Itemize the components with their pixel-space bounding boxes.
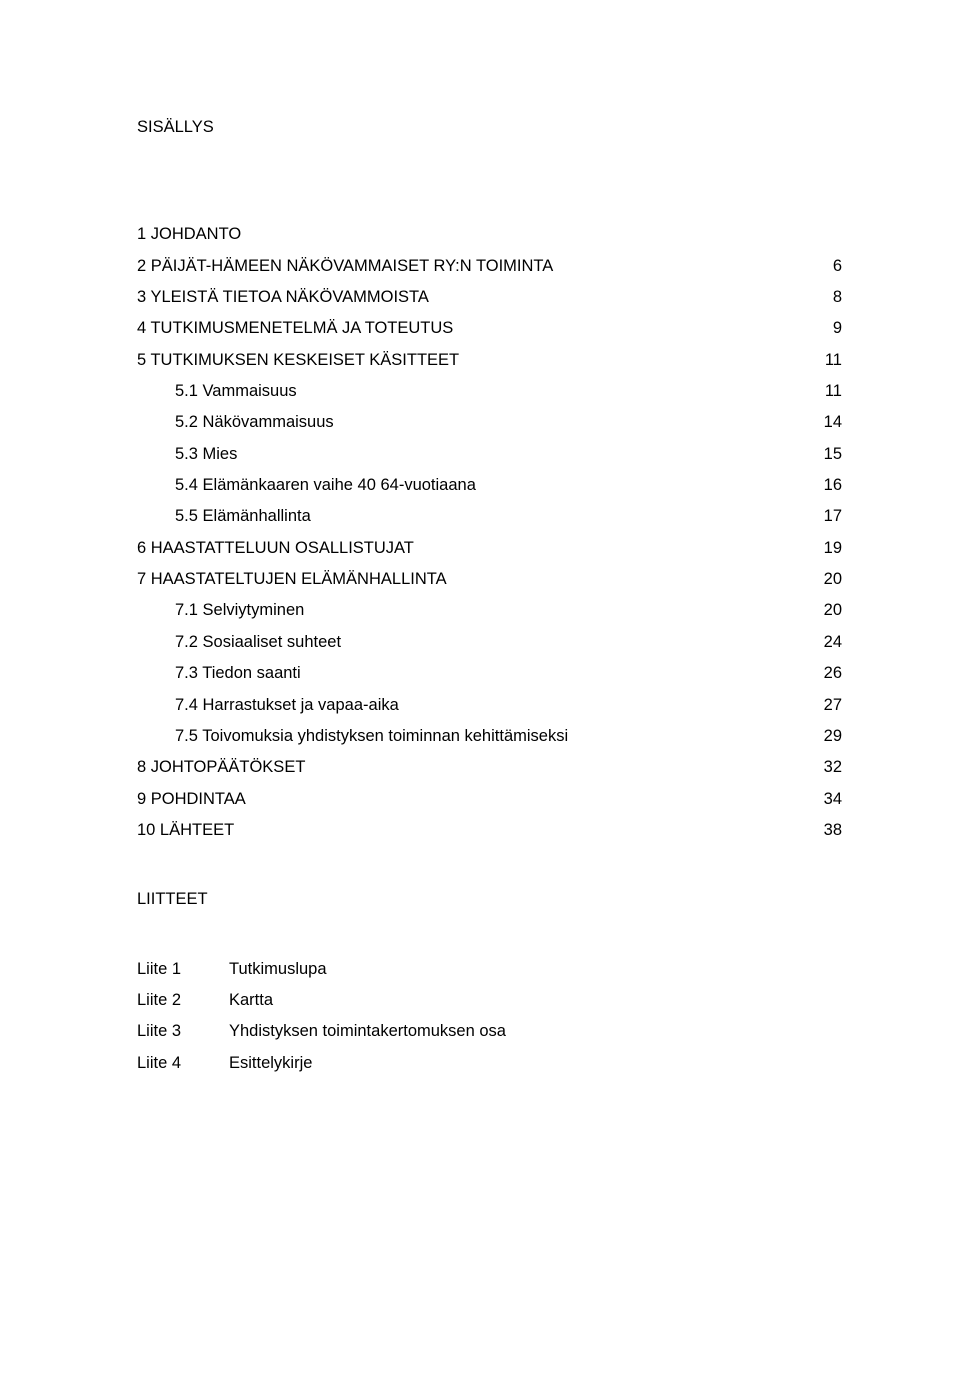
toc-entry-page: 6 — [802, 251, 842, 282]
toc-entry: 7.3 Tiedon saanti26 — [137, 658, 842, 689]
toc-entry-label: 7 HAASTATELTUJEN ELÄMÄNHALLINTA — [137, 564, 802, 595]
toc-entry: 5 TUTKIMUKSEN KESKEISET KÄSITTEET11 — [137, 345, 842, 376]
toc-entry-label: 8 JOHTOPÄÄTÖKSET — [137, 752, 802, 783]
attachment-entry: Liite 1Tutkimuslupa — [137, 954, 842, 985]
toc-entry: 5.3 Mies15 — [137, 439, 842, 470]
attachment-value: Yhdistyksen toimintakertomuksen osa — [229, 1016, 842, 1047]
toc-entry-label: 5.4 Elämänkaaren vaihe 40 64-vuotiaana — [137, 470, 802, 501]
toc-entry: 7.2 Sosiaaliset suhteet24 — [137, 627, 842, 658]
toc-entry-label: 7.3 Tiedon saanti — [137, 658, 802, 689]
toc-entry-label: 1 JOHDANTO — [137, 219, 802, 250]
attachment-entry: Liite 3Yhdistyksen toimintakertomuksen o… — [137, 1016, 842, 1047]
toc-entry-page: 29 — [802, 721, 842, 752]
toc-entry: 9 POHDINTAA34 — [137, 784, 842, 815]
toc-entry-label: 4 TUTKIMUSMENETELMÄ JA TOTEUTUS — [137, 313, 802, 344]
toc-entry-page: 11 — [802, 345, 842, 376]
toc-heading: SISÄLLYS — [137, 112, 842, 143]
attachment-value: Kartta — [229, 985, 842, 1016]
attachments-heading: LIITTEET — [137, 884, 842, 915]
toc-entry: 7.5 Toivomuksia yhdistyksen toiminnan ke… — [137, 721, 842, 752]
attachment-key: Liite 2 — [137, 985, 229, 1016]
toc-entry: 10 LÄHTEET38 — [137, 815, 842, 846]
toc-entry-label: 7.2 Sosiaaliset suhteet — [137, 627, 802, 658]
toc-entry-label: 5.5 Elämänhallinta — [137, 501, 802, 532]
attachment-key: Liite 3 — [137, 1016, 229, 1047]
toc-entry: 5.4 Elämänkaaren vaihe 40 64-vuotiaana16 — [137, 470, 842, 501]
attachment-key: Liite 4 — [137, 1048, 229, 1079]
toc-entry-page: 19 — [802, 533, 842, 564]
toc-entry-page: 15 — [802, 439, 842, 470]
toc-entry-label: 5.3 Mies — [137, 439, 802, 470]
toc-entry-page: 17 — [802, 501, 842, 532]
toc-entry-page: 27 — [802, 690, 842, 721]
toc-entry-page: 11 — [802, 376, 842, 407]
toc-entry: 1 JOHDANTO — [137, 219, 842, 250]
toc-entry: 7 HAASTATELTUJEN ELÄMÄNHALLINTA20 — [137, 564, 842, 595]
attachments-list: Liite 1TutkimuslupaLiite 2KarttaLiite 3Y… — [137, 954, 842, 1079]
toc-entry: 8 JOHTOPÄÄTÖKSET32 — [137, 752, 842, 783]
toc-entry-label: 2 PÄIJÄT-HÄMEEN NÄKÖVAMMAISET RY:N TOIMI… — [137, 251, 802, 282]
toc-entry: 5.2 Näkövammaisuus14 — [137, 407, 842, 438]
attachment-entry: Liite 4Esittelykirje — [137, 1048, 842, 1079]
toc-entry-label: 9 POHDINTAA — [137, 784, 802, 815]
attachment-entry: Liite 2Kartta — [137, 985, 842, 1016]
toc-entry: 5.5 Elämänhallinta17 — [137, 501, 842, 532]
toc-entry-page: 20 — [802, 564, 842, 595]
toc-entry: 4 TUTKIMUSMENETELMÄ JA TOTEUTUS9 — [137, 313, 842, 344]
toc-entry-page: 14 — [802, 407, 842, 438]
toc-entry-label: 7.4 Harrastukset ja vapaa-aika — [137, 690, 802, 721]
toc-entry-label: 6 HAASTATTELUUN OSALLISTUJAT — [137, 533, 802, 564]
toc-entry-page: 9 — [802, 313, 842, 344]
toc-entry-page: 26 — [802, 658, 842, 689]
toc-entry-label: 7.5 Toivomuksia yhdistyksen toiminnan ke… — [137, 721, 802, 752]
toc-entry: 3 YLEISTÄ TIETOA NÄKÖVAMMOISTA8 — [137, 282, 842, 313]
toc-entry-page: 20 — [802, 595, 842, 626]
toc-entry: 7.4 Harrastukset ja vapaa-aika27 — [137, 690, 842, 721]
toc-entry: 6 HAASTATTELUUN OSALLISTUJAT19 — [137, 533, 842, 564]
toc-entry-page: 8 — [802, 282, 842, 313]
toc-entry: 7.1 Selviytyminen20 — [137, 595, 842, 626]
toc-entry: 5.1 Vammaisuus11 — [137, 376, 842, 407]
toc-entry-label: 5 TUTKIMUKSEN KESKEISET KÄSITTEET — [137, 345, 802, 376]
toc-entry-page: 16 — [802, 470, 842, 501]
attachment-key: Liite 1 — [137, 954, 229, 985]
toc-entry-page: 38 — [802, 815, 842, 846]
toc-entry-label: 5.1 Vammaisuus — [137, 376, 802, 407]
toc-entry: 2 PÄIJÄT-HÄMEEN NÄKÖVAMMAISET RY:N TOIMI… — [137, 251, 842, 282]
toc-entry-page: 24 — [802, 627, 842, 658]
toc-entry-label: 5.2 Näkövammaisuus — [137, 407, 802, 438]
toc-entry-page: 34 — [802, 784, 842, 815]
toc-entry-label: 7.1 Selviytyminen — [137, 595, 802, 626]
toc-entry-label: 10 LÄHTEET — [137, 815, 802, 846]
toc-entry-label: 3 YLEISTÄ TIETOA NÄKÖVAMMOISTA — [137, 282, 802, 313]
attachment-value: Tutkimuslupa — [229, 954, 842, 985]
toc-list: 1 JOHDANTO2 PÄIJÄT-HÄMEEN NÄKÖVAMMAISET … — [137, 219, 842, 846]
toc-entry-page: 32 — [802, 752, 842, 783]
attachment-value: Esittelykirje — [229, 1048, 842, 1079]
